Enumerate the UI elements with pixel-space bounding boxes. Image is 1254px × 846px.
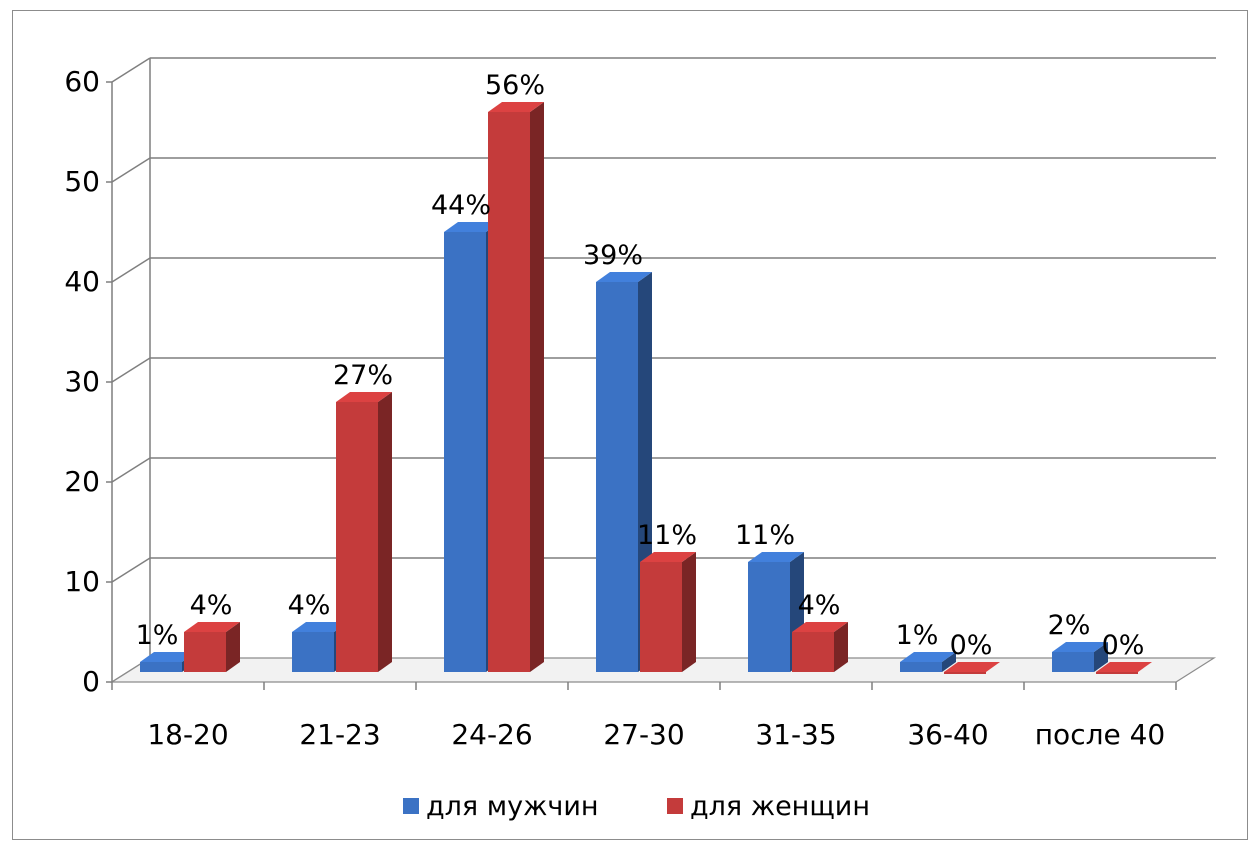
bar-front [444, 232, 486, 672]
x-tick-label: 24-26 [451, 718, 532, 751]
gridline-diag [111, 357, 151, 383]
data-label: 11% [637, 520, 697, 551]
data-label: 1% [136, 620, 179, 651]
data-label: 0% [1102, 630, 1145, 661]
gridline-diag [111, 57, 151, 83]
bar-front [596, 282, 638, 672]
bar-side [378, 392, 392, 672]
bar-top [596, 272, 652, 282]
data-label: 11% [735, 520, 795, 551]
bar [184, 622, 240, 672]
x-tick-label: 21-23 [299, 718, 380, 751]
y-tick-label: 0 [82, 665, 100, 698]
bar-side [834, 622, 848, 672]
bar-top [1052, 642, 1108, 652]
data-label: 0% [950, 630, 993, 661]
bar [1096, 662, 1152, 674]
bar-top [640, 552, 696, 562]
bar-top [292, 622, 348, 632]
bar [488, 102, 544, 672]
bar-top [748, 552, 804, 562]
bar-front [748, 562, 790, 672]
y-tick-label: 10 [64, 565, 100, 598]
bar [900, 652, 956, 672]
bar-side [682, 552, 696, 672]
bar-front [640, 562, 682, 672]
gridline-diag [111, 557, 151, 583]
axis-layer: 0 10 20 30 40 50 60 18-20 21-23 24-26 27-30 31-35 36… [64, 58, 1177, 751]
data-label: 1% [896, 620, 939, 651]
y-tick-label: 40 [64, 265, 100, 298]
bar-front [140, 662, 182, 672]
bar-side [530, 102, 544, 672]
data-label: 4% [190, 590, 233, 621]
gridline-diag [111, 457, 151, 483]
bar-top [336, 392, 392, 402]
legend-label-men: для мужчин [426, 791, 599, 822]
x-tick-label: после 40 [1035, 718, 1165, 751]
data-label: 27% [333, 360, 393, 391]
bar-front [792, 632, 834, 672]
data-label: 56% [485, 70, 545, 101]
bar-front [292, 632, 334, 672]
data-label: 4% [798, 590, 841, 621]
legend: для мужчин для женщин [403, 791, 870, 822]
bar-top [1096, 662, 1152, 672]
x-tick-label: 36-40 [907, 718, 988, 751]
bar [792, 622, 848, 672]
data-label: 4% [288, 590, 331, 621]
legend-swatch-men [403, 798, 419, 814]
x-tick-label: 18-20 [147, 718, 228, 751]
bar [1052, 642, 1108, 672]
y-tick-label: 50 [64, 165, 100, 198]
data-label: 39% [583, 240, 643, 271]
bar-top [944, 662, 1000, 672]
bar-front [184, 632, 226, 672]
bar-front [1096, 672, 1138, 674]
bar-front [900, 662, 942, 672]
data-label-layer: 1% 4% 4% 27% 44% 56% 39% 11% 11% 4% 1% 0% 2% 0% [136, 70, 1145, 661]
y-tick-label: 30 [64, 365, 100, 398]
gridline-diag [111, 257, 151, 283]
bar-side [942, 652, 956, 672]
bar-front [1052, 652, 1094, 672]
legend-label-women: для женщин [690, 791, 870, 822]
y-tick-label: 60 [64, 65, 100, 98]
bar [336, 392, 392, 672]
bar-front [336, 402, 378, 672]
bar-front [488, 112, 530, 672]
x-tick-label: 27-30 [603, 718, 684, 751]
bar [944, 662, 1000, 674]
bar-top [140, 652, 196, 662]
legend-swatch-women [667, 798, 683, 814]
bar-side [226, 622, 240, 672]
bar-layer [140, 102, 1152, 674]
bar-top [184, 622, 240, 632]
data-label: 2% [1048, 610, 1091, 641]
x-tick-label: 31-35 [755, 718, 836, 751]
bar-top [488, 102, 544, 112]
gridline-diag [111, 157, 151, 183]
data-label: 44% [431, 190, 491, 221]
bar-top [900, 652, 956, 662]
bar-front [944, 672, 986, 674]
bar-top [792, 622, 848, 632]
bar [640, 552, 696, 672]
y-tick-label: 20 [64, 465, 100, 498]
bar-top [444, 222, 500, 232]
